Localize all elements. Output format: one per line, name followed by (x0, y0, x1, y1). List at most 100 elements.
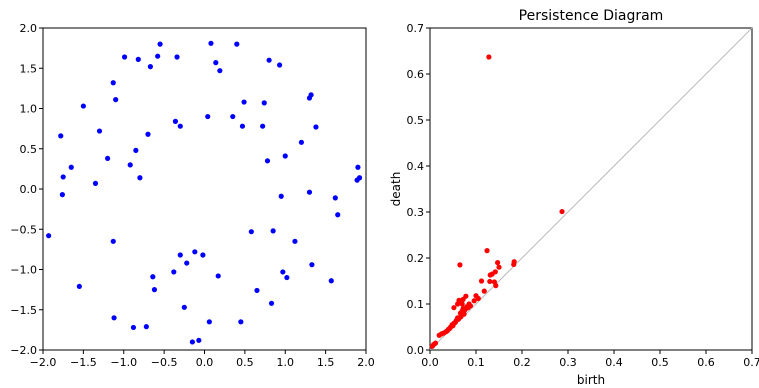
right-data-point (484, 248, 490, 254)
left-data-point (260, 123, 266, 129)
left-data-point (113, 97, 119, 103)
left-data-point (248, 229, 254, 235)
left-data-point (332, 195, 338, 201)
left-data-point (205, 113, 211, 120)
right-data-point (559, 208, 565, 215)
left-data-point (268, 300, 275, 306)
left-data-point (177, 252, 183, 258)
left-data-point (133, 147, 139, 153)
right-y-tick-label: 0.4 (407, 160, 425, 173)
right-data-point (467, 303, 474, 309)
persistence-diagram: Persistence Diagram 0.0 0.1 0.2 0.3 0.4 0.5 0.… (389, 8, 759, 387)
left-data-point (241, 99, 247, 105)
left-data-point (96, 128, 103, 134)
left-x-tick-label: 0.5 (236, 356, 254, 369)
right-y-tick-label: 0.6 (407, 68, 425, 81)
left-y-tick-label: 1.5 (20, 62, 38, 75)
left-x-tick-label: 0.0 (196, 356, 214, 369)
left-data-point (328, 278, 334, 284)
left-y-tick-label: 0.0 (20, 183, 38, 196)
left-data-point (292, 238, 298, 244)
left-data-point (254, 287, 260, 294)
left-data-point (206, 319, 212, 325)
right-data-point (455, 301, 461, 307)
left-axis-ticks: −2.0 −1.5 −1.0 −0.5 0.0 0.5 1.0 1.5 2.0−2.0−1.5−… (10, 22, 374, 369)
left-data-point (276, 62, 283, 68)
left-data-point (356, 175, 363, 181)
right-data-point (436, 332, 442, 338)
left-data-point (172, 118, 179, 124)
left-data-point (270, 228, 276, 234)
right-data-point (463, 306, 469, 312)
left-data-point (151, 287, 158, 293)
left-data-point (181, 304, 187, 310)
right-x-tick-label: 0.1 (467, 356, 485, 369)
right-x-tick-label: 0.4 (605, 356, 623, 369)
right-data-point (481, 288, 487, 294)
right-y-tick-label: 0.0 (407, 344, 425, 357)
left-x-tick-label: 1.0 (277, 356, 295, 369)
left-data-point (127, 162, 133, 168)
right-data-point (511, 259, 517, 265)
left-x-tick-label: −2.0 (30, 356, 57, 369)
right-y-tick-label: 0.1 (407, 298, 425, 311)
left-data-point (200, 252, 206, 258)
left-y-tick-label: 2.0 (20, 22, 38, 35)
left-data-point (196, 337, 202, 343)
left-data-point (105, 155, 111, 162)
left-y-tick-label: 0.5 (20, 143, 38, 156)
right-data-point (492, 269, 498, 275)
left-y-tick-label: −2.0 (10, 344, 37, 357)
left-data-point (208, 40, 214, 46)
left-data-point (110, 238, 116, 244)
right-data-point (487, 278, 493, 285)
left-data-point (184, 260, 190, 266)
left-data-point (137, 175, 143, 181)
right-plot-area (429, 27, 753, 351)
left-data-point (177, 123, 183, 129)
right-axis-ticks: 0.0 0.1 0.2 0.3 0.4 0.5 0.6 0.7 0.0 0.1 0.2 0.3 0.4 0… (407, 22, 759, 369)
left-plot-area (42, 27, 367, 351)
left-data-point (68, 164, 74, 170)
left-data-point (264, 158, 271, 164)
left-data-point (174, 54, 180, 60)
left-y-tick-label: 1.0 (20, 103, 38, 116)
left-data-point (171, 269, 177, 275)
left-data-point (121, 54, 128, 60)
left-data-point (135, 56, 141, 62)
left-data-point (155, 53, 161, 59)
left-data-point (147, 64, 153, 70)
left-data-point (282, 153, 288, 159)
left-data-point (278, 193, 284, 199)
left-data-point (234, 41, 240, 47)
right-y-tick-label: 0.5 (407, 114, 425, 127)
right-data-point (486, 54, 492, 60)
left-data-point (238, 319, 244, 325)
left-data-point (130, 324, 137, 331)
right-data-point (460, 296, 466, 302)
right-y-tick-label: 0.3 (407, 206, 425, 219)
left-data-point (308, 92, 314, 98)
left-data-point (111, 315, 117, 321)
chart-title: Persistence Diagram (519, 8, 664, 24)
left-data-point (266, 57, 272, 63)
left-data-point (110, 80, 116, 86)
left-data-point (213, 60, 219, 66)
left-data-point (157, 41, 163, 47)
left-x-tick-label: 2.0 (357, 356, 375, 369)
left-data-point (335, 212, 341, 218)
right-y-tick-label: 0.7 (407, 22, 425, 35)
right-x-tick-label: 0.6 (697, 356, 715, 369)
y-axis-label: death (389, 172, 403, 207)
left-x-tick-label: −0.5 (151, 356, 178, 369)
left-data-point (217, 68, 223, 74)
left-y-tick-label: −0.5 (10, 223, 37, 236)
left-point-cloud (46, 40, 363, 345)
left-data-point (58, 133, 64, 139)
left-data-point (192, 249, 198, 255)
left-data-point (298, 139, 304, 145)
right-data-point (478, 278, 485, 284)
left-data-point (80, 103, 86, 109)
right-data-point (471, 298, 477, 304)
